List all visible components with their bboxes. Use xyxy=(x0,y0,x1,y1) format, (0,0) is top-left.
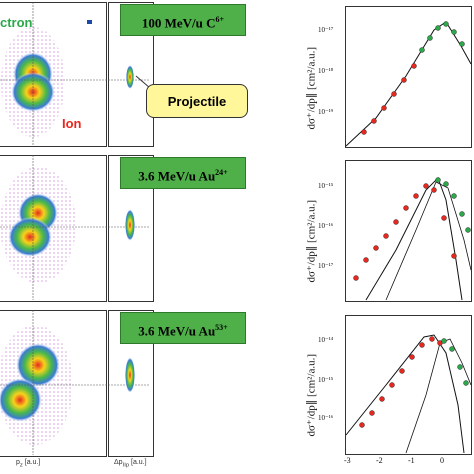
ytick-3-2: 10⁻¹⁶ xyxy=(318,414,334,422)
cs-plot-3 xyxy=(345,315,472,455)
ytick-2-2: 10⁻¹⁷ xyxy=(318,262,334,270)
ytick-3-0: 10⁻¹⁴ xyxy=(318,336,334,344)
xtick-2: -1 xyxy=(408,456,415,465)
beam-label-2-charge: 24+ xyxy=(215,168,228,177)
ytick-3-1: 10⁻¹⁵ xyxy=(318,376,334,384)
beam-label-3-charge: 53+ xyxy=(215,323,228,332)
projectile-callout: Projectile xyxy=(146,84,248,118)
xtick-1: -2 xyxy=(376,456,383,465)
beam-label-2-text: 3.6 MeV/u Au xyxy=(138,168,216,184)
ytick-2-0: 10⁻¹⁵ xyxy=(318,182,334,190)
dp-axis-unit: [a.u.] xyxy=(129,459,147,466)
pz-axis-symbol: p xyxy=(16,459,20,466)
cs-points-1 xyxy=(361,63,417,135)
cs-points-2b xyxy=(435,177,471,233)
dp-axis-sub: IIp xyxy=(122,462,130,469)
density-map-3 xyxy=(0,310,150,455)
pz-axis-sub: z xyxy=(19,462,23,469)
ylabel-3: dσ⁺/dp∥ [cm²/a.u.] xyxy=(305,353,318,437)
cs-points-2 xyxy=(353,183,457,281)
beam-label-3-text: 3.6 MeV/u Au xyxy=(138,323,216,339)
beam-label-1-charge: 6+ xyxy=(215,15,225,24)
cs-points-3 xyxy=(359,336,443,428)
beam-label-1-text: 100 MeV/u C xyxy=(141,15,216,31)
cs-curve-2 xyxy=(353,177,472,301)
density-map-1 xyxy=(0,2,150,145)
ytick-2-1: 10⁻¹⁶ xyxy=(318,222,334,230)
electron-tag: ctron xyxy=(0,15,33,30)
ytick-1-2: 10⁻¹⁹ xyxy=(318,108,334,116)
ytick-1-0: 10⁻¹⁷ xyxy=(318,26,334,34)
ion-tag: Ion xyxy=(62,116,82,131)
beam-label-2: 3.6 MeV/u Au24+ xyxy=(120,157,246,189)
xtick-0: -3 xyxy=(344,456,351,465)
ytick-1-1: 10⁻¹⁸ xyxy=(318,67,334,75)
beam-label-1: 100 MeV/u C6+ xyxy=(120,4,246,36)
xtick-3: 0 xyxy=(440,456,444,465)
pz-axis-unit: [a.u.] xyxy=(22,459,41,466)
beam-label-3: 3.6 MeV/u Au53+ xyxy=(120,312,246,344)
cs-points-1b xyxy=(419,21,465,53)
dp-axis-symbol: Δp xyxy=(114,459,123,466)
density-map-2 xyxy=(0,155,150,300)
ylabel-1: dσ⁺/dp∥ [cm²/a.u.] xyxy=(305,46,318,130)
dp-axis-label: ΔpIIp [a.u.] xyxy=(114,459,147,468)
cs-curve-3 xyxy=(345,334,472,454)
cs-points-3b xyxy=(441,338,469,386)
ylabel-2: dσ⁺/dp∥ [cm²/a.u.] xyxy=(305,199,318,283)
pz-axis-label: pz [a.u.] xyxy=(16,459,40,468)
cs-curve-1 xyxy=(345,21,472,147)
